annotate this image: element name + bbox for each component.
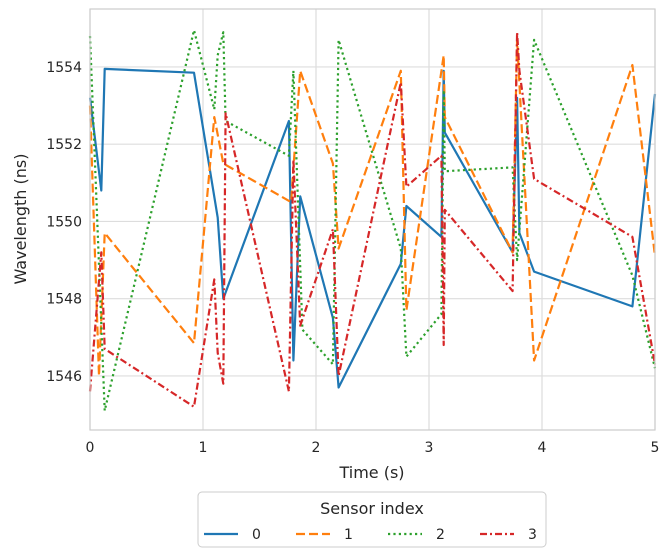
legend: Sensor index 0 1 2 3 [197,491,547,548]
legend-label-2: 2 [436,527,445,543]
legend-label-0: 0 [252,527,261,543]
legend-label-1: 1 [344,527,353,543]
legend-items: 0 1 2 3 [204,527,537,543]
legend-label-3: 3 [528,527,537,543]
x-tick-label: 1 [199,440,208,456]
y-axis-label: Wavelength (ns) [11,154,30,285]
plot-frame [89,8,656,431]
tick-labels: 0 1 2 3 4 5 1546 1548 1550 1552 1554 [46,60,659,456]
y-tick-label: 1554 [46,60,82,76]
legend-title: Sensor index [320,499,424,518]
y-tick-label: 1548 [46,292,82,308]
x-tick-label: 4 [538,440,547,456]
series-line-3 [88,31,657,408]
series-line-1 [88,38,657,377]
y-tick-label: 1550 [46,214,82,230]
y-tick-label: 1546 [46,369,82,385]
x-tick-label: 2 [312,440,321,456]
x-axis-label: Time (s) [338,463,404,482]
x-tick-label: 3 [425,440,434,456]
series-lines [88,29,657,412]
series-line-0 [88,67,657,389]
y-tick-label: 1552 [46,137,82,153]
x-tick-label: 5 [651,440,660,456]
x-tick-label: 0 [86,440,95,456]
legend-box [197,491,547,548]
